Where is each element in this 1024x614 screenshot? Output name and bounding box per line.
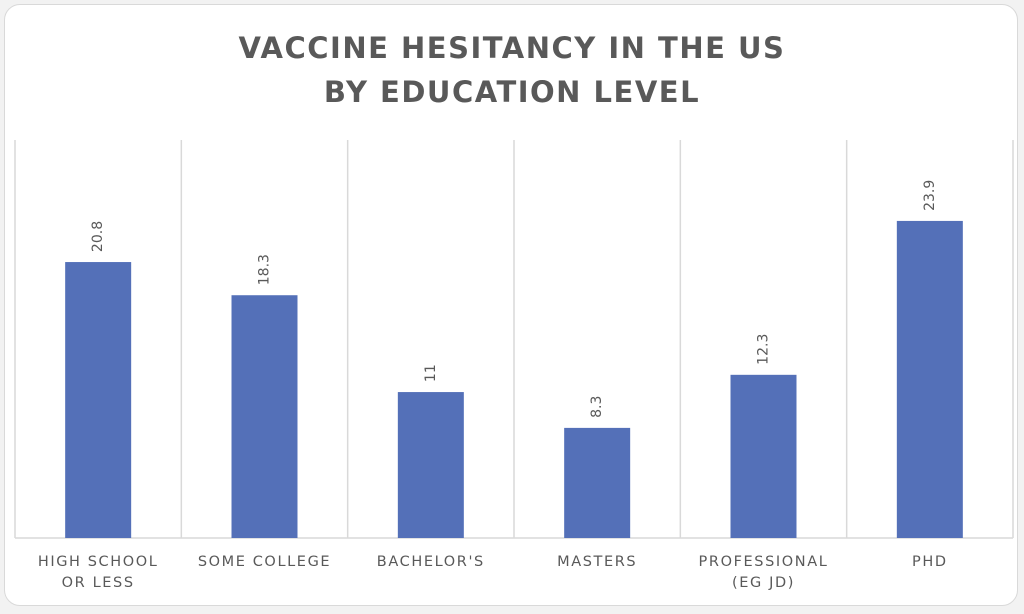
chart-card (4, 4, 1018, 606)
bar (65, 262, 132, 538)
bar (564, 427, 631, 538)
bar (896, 220, 963, 538)
category-label: HIGH SCHOOL OR LESS (16, 552, 180, 594)
bar (730, 374, 797, 538)
category-label-line: OR LESS (61, 575, 135, 591)
data-label: 20.8 (90, 221, 106, 252)
category-label-line: (EG JD) (732, 575, 795, 591)
data-label: 23.9 (922, 180, 938, 211)
category-label: PHD (848, 552, 1012, 573)
chart-title: VACCINE HESITANCY IN THE US BY EDUCATION… (0, 26, 1024, 114)
chart-title-line-2: BY EDUCATION LEVEL (323, 75, 701, 109)
category-label-line: HIGH SCHOOL (37, 554, 159, 570)
category-label: BACHELOR'S (349, 552, 513, 573)
category-label-line: PHD (912, 554, 948, 570)
category-label-line: PROFESSIONAL (698, 554, 829, 570)
data-label: 12.3 (756, 334, 772, 365)
category-label-line: BACHELOR'S (376, 554, 485, 570)
category-label: PROFESSIONAL (EG JD) (682, 552, 846, 594)
data-label: 8.3 (589, 396, 605, 418)
category-label-line: SOME COLLEGE (197, 554, 332, 570)
data-label: 18.3 (257, 254, 273, 285)
chart-title-line-1: VACCINE HESITANCY IN THE US (238, 31, 786, 65)
data-label: 11 (423, 364, 439, 382)
category-label: MASTERS (515, 552, 679, 573)
category-label: SOME COLLEGE (183, 552, 347, 573)
category-label-line: MASTERS (557, 554, 638, 570)
bar (231, 295, 298, 538)
bar (397, 392, 464, 538)
